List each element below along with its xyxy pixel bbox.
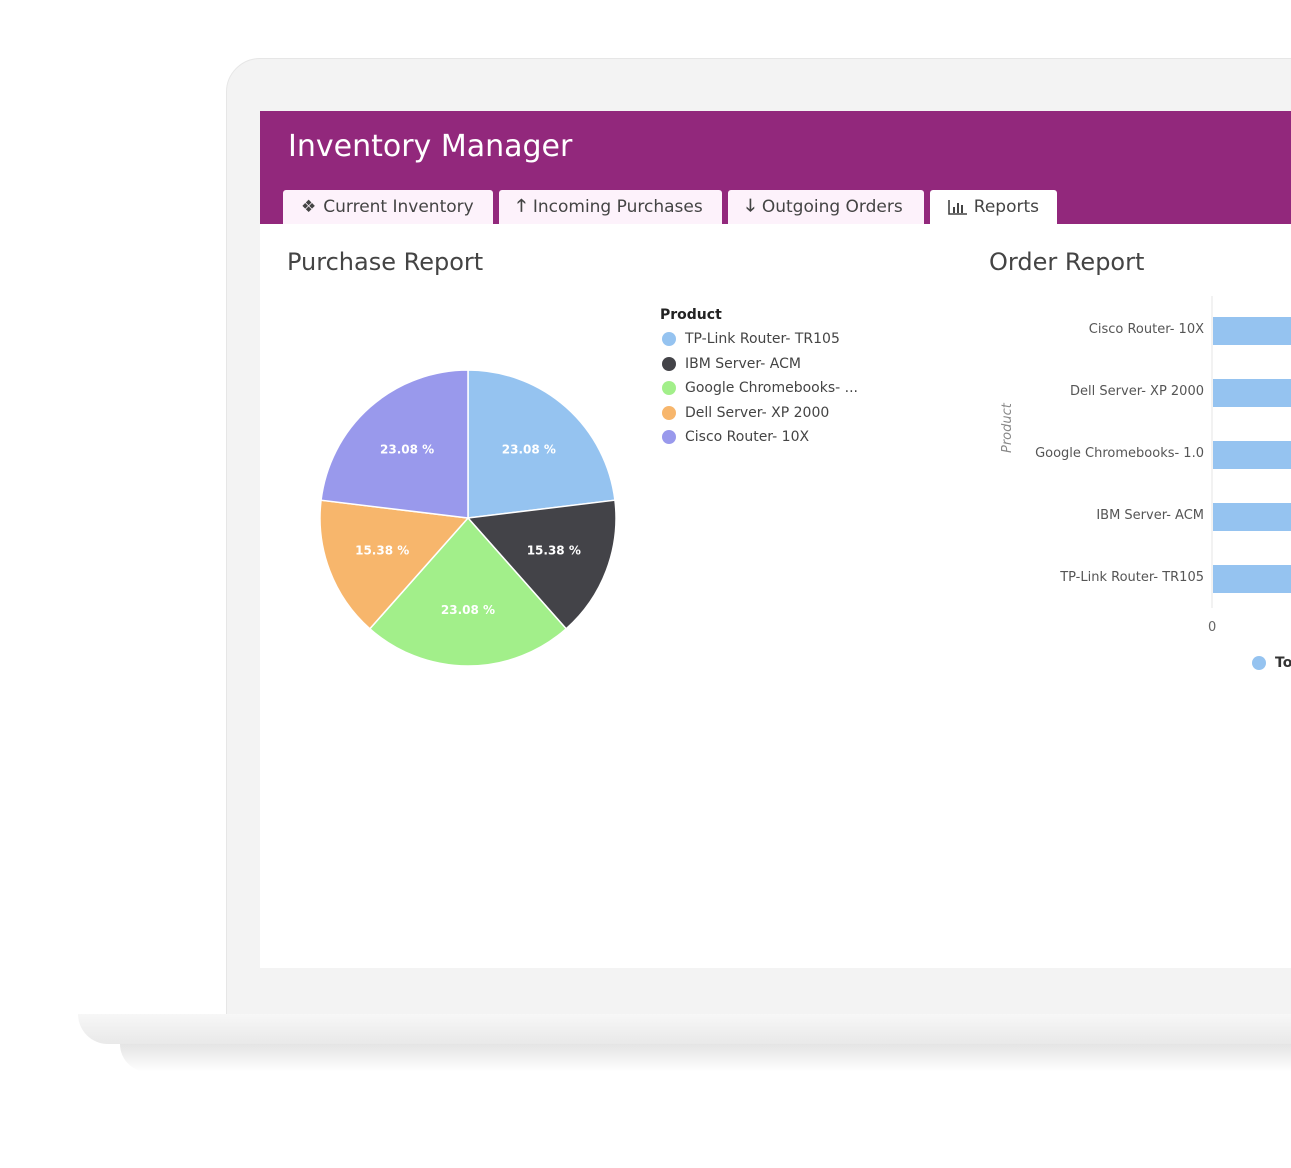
pie-legend-item[interactable]: Dell Server- XP 2000 [662,405,829,421]
tab-label: Incoming Purchases [532,197,703,217]
pie-data-label: 15.38 % [355,544,409,558]
order-bar-chart [1211,296,1291,608]
tab-outgoing-orders[interactable]: 🡓 Outgoing Orders [728,190,924,224]
tab-current-inventory[interactable]: ❖ Current Inventory [283,190,493,224]
pie-data-label: 23.08 % [502,442,556,456]
pie-legend-item[interactable]: TP-Link Router- TR105 [662,331,840,347]
pie-slice[interactable] [319,499,470,630]
pie-slice[interactable] [320,369,469,519]
bar[interactable] [1213,317,1291,345]
legend-label: Cisco Router- 10X [685,429,810,445]
app-header: Inventory Manager ❖ Current Inventory 🡑 … [260,111,1291,224]
y-tick-label: IBM Server- ACM [1096,508,1204,523]
bar[interactable] [1213,565,1291,593]
bar[interactable] [1213,379,1291,407]
legend-dot [662,332,676,346]
bar[interactable] [1213,503,1291,531]
legend-label: Dell Server- XP 2000 [685,404,830,421]
legend-dot [1252,656,1266,670]
tab-label: Outgoing Orders [761,197,903,217]
legend-label: TP-Link Router- TR105 [685,331,840,347]
x-tick-label: 0 [1208,620,1217,635]
tab-label: Current Inventory [323,197,474,217]
purchase-pie-chart: 23.08 % 15.38 % 23.08 % 15.38 % 23.08 % [319,369,617,667]
legend-dot [662,430,676,444]
tab-incoming-purchases[interactable]: 🡑 Incoming Purchases [499,190,722,224]
bar-legend-item[interactable]: To [1252,655,1291,671]
app-screen: Inventory Manager ❖ Current Inventory 🡑 … [260,111,1291,968]
y-tick-label: TP-Link Router- TR105 [1060,570,1204,585]
y-tick-label: Google Chromebooks- 1.0 [1035,446,1204,461]
pie-data-label: 23.08 % [380,442,434,456]
bar[interactable] [1213,441,1291,469]
arrow-down-icon: 🡓 [746,195,755,216]
pie-legend-item[interactable]: Google Chromebooks- ... [662,380,858,396]
legend-dot [662,405,676,420]
arrow-up-icon: 🡑 [517,195,526,216]
pie-slice[interactable] [368,516,568,667]
pie-slice[interactable] [467,369,616,519]
bar-chart-icon [948,200,967,215]
cubes-icon: ❖ [301,197,317,217]
bar-y-axis-title: Product [1000,403,1015,453]
laptop-base [78,1014,1291,1044]
pie-legend-title: Product [660,307,722,323]
tab-reports[interactable]: Reports [930,190,1057,224]
y-tick-label: Dell Server- XP 2000 [1070,384,1204,399]
order-report-heading: Order Report [989,248,1145,276]
legend-label: To [1275,655,1291,671]
tab-label: Reports [973,197,1039,217]
pie-legend-item[interactable]: IBM Server- ACM [662,356,801,372]
y-tick-label: Cisco Router- 10X [1088,322,1204,337]
legend-label: Google Chromebooks- ... [685,380,859,396]
pie-data-label: 23.08 % [441,603,495,617]
pie-data-label: 15.38 % [527,544,581,558]
pie-legend-item[interactable]: Cisco Router- 10X [662,429,809,445]
app-title: Inventory Manager [288,129,573,164]
pie-slice[interactable] [466,499,617,630]
legend-label: IBM Server- ACM [685,355,801,372]
legend-dot [662,356,676,371]
purchase-report-heading: Purchase Report [287,248,484,276]
legend-dot [662,381,676,395]
laptop-shadow [120,1044,1291,1072]
